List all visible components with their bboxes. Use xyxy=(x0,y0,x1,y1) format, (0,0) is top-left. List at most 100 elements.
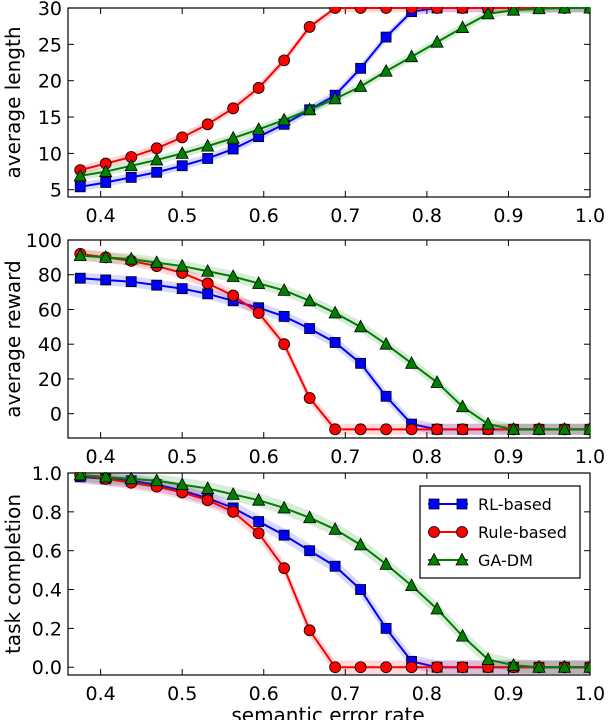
point-ga-dm xyxy=(99,164,113,177)
panel-average-reward: 0.4 0.5 0.6 0.7 0.8 0.9 1.0 0 20 40 60 80 100average… xyxy=(1,230,605,468)
point-ga-dm xyxy=(73,168,87,182)
point-rule-based xyxy=(329,7,342,14)
point-rule-based xyxy=(329,661,342,674)
x-tick-label: 0.8 xyxy=(412,446,442,468)
x-tick-label: 0.9 xyxy=(493,446,523,468)
point-ga-dm xyxy=(506,7,521,16)
x-tick-label: 0.7 xyxy=(330,446,360,468)
point-rule-based xyxy=(227,102,240,115)
point-rl-based xyxy=(74,181,86,193)
point-rule-based xyxy=(278,338,291,351)
point-rule-based xyxy=(431,423,443,436)
y-tick-label: 5 xyxy=(50,180,62,202)
point-rule-based xyxy=(456,423,469,436)
point-rl-based xyxy=(176,283,188,295)
y-tick-label: 30 xyxy=(38,0,62,20)
point-rule-based xyxy=(354,7,367,14)
point-rl-based xyxy=(125,276,137,288)
point-ga-dm xyxy=(583,659,590,673)
point-ga-dm xyxy=(73,472,87,481)
y-tick-label: 0.2 xyxy=(32,618,62,640)
x-tick-label: 0.9 xyxy=(493,205,523,227)
y-axis-label: average length xyxy=(1,27,25,179)
y-axis-label: task completion xyxy=(1,494,25,654)
point-rule-based xyxy=(303,20,316,33)
y-tick-label: 20 xyxy=(38,369,62,391)
legend-marker-rl-based xyxy=(428,498,440,510)
point-rule-based xyxy=(405,7,418,14)
point-rule-based xyxy=(278,54,291,67)
legend-label-rule-based: Rule-based xyxy=(478,523,567,542)
point-ga-dm xyxy=(557,659,572,673)
point-ga-dm xyxy=(150,255,164,268)
point-ga-dm xyxy=(201,481,215,494)
x-tick-label: 0.7 xyxy=(330,205,360,227)
point-ga-dm xyxy=(251,122,266,135)
x-tick-label: 0.6 xyxy=(249,205,279,227)
plot-area xyxy=(73,7,590,193)
axes-frame xyxy=(67,472,591,676)
x-tick-label: 0.5 xyxy=(167,446,197,468)
point-ga-dm xyxy=(506,657,521,671)
point-rl-based xyxy=(202,153,214,164)
y-tick-label: 80 xyxy=(38,265,62,287)
point-rule-based xyxy=(201,494,214,507)
point-ga-dm xyxy=(430,375,444,388)
point-ga-dm xyxy=(124,472,138,485)
point-ga-dm xyxy=(99,250,113,263)
legend: RL-based Rule-based GA-DM xyxy=(419,485,581,579)
panel-average-length: 0.4 0.5 0.6 0.7 0.8 0.9 1.0 5 10 15 20 25 30 average … xyxy=(1,0,605,227)
x-tick-label: 0.8 xyxy=(412,205,442,227)
y-tick-label: 15 xyxy=(38,107,62,129)
point-ga-dm xyxy=(532,421,546,435)
point-ga-dm xyxy=(583,7,590,14)
legend-marker-ga-dm xyxy=(455,552,469,566)
point-ga-dm xyxy=(251,276,266,289)
y-tick-label: 20 xyxy=(38,71,62,93)
axes-frame xyxy=(67,239,591,439)
point-rule-based xyxy=(252,307,265,319)
point-ga-dm xyxy=(404,578,419,592)
x-tick-label: 1.0 xyxy=(575,446,605,468)
x-tick-label: 0.5 xyxy=(167,683,197,705)
plot-area xyxy=(73,472,590,675)
point-rl-based xyxy=(380,390,392,402)
point-ga-dm xyxy=(532,7,546,15)
point-ga-dm xyxy=(481,416,495,430)
point-rule-based xyxy=(303,392,316,404)
plot-area xyxy=(73,247,590,436)
point-rule-based xyxy=(278,562,291,575)
point-ga-dm xyxy=(251,492,266,506)
point-ga-dm xyxy=(150,152,164,166)
point-ga-dm xyxy=(379,63,393,77)
point-rl-based xyxy=(125,171,137,183)
legend-label-rl-based: RL-based xyxy=(478,495,552,514)
point-ga-dm xyxy=(353,79,368,92)
point-rl-based xyxy=(380,622,392,634)
x-tick-label: 0.9 xyxy=(493,683,523,705)
legend-marker-rule-based xyxy=(456,526,468,538)
point-ga-dm xyxy=(455,628,470,642)
y-axis-label: average reward xyxy=(1,260,25,418)
point-ga-dm xyxy=(302,293,317,307)
point-ga-dm xyxy=(328,305,342,319)
point-ga-dm xyxy=(506,421,521,435)
point-rule-based xyxy=(431,7,443,14)
point-rl-based xyxy=(355,357,367,369)
series-line-rl-based xyxy=(80,277,590,431)
legend-marker-rule-based xyxy=(428,526,440,538)
legend-marker-ga-dm xyxy=(427,552,441,566)
point-ga-dm xyxy=(430,601,444,615)
y-tick-label: 0 xyxy=(50,404,62,426)
point-ga-dm xyxy=(583,421,590,435)
point-ga-dm xyxy=(557,421,572,435)
point-rl-based xyxy=(329,337,341,348)
y-tick-label: 25 xyxy=(38,34,62,56)
point-rl-based xyxy=(278,311,290,322)
x-tick-label: 0.8 xyxy=(412,683,442,705)
axes-frame xyxy=(67,7,591,198)
point-ga-dm xyxy=(353,319,368,333)
point-ga-dm xyxy=(201,138,215,152)
point-rule-based xyxy=(227,505,240,518)
